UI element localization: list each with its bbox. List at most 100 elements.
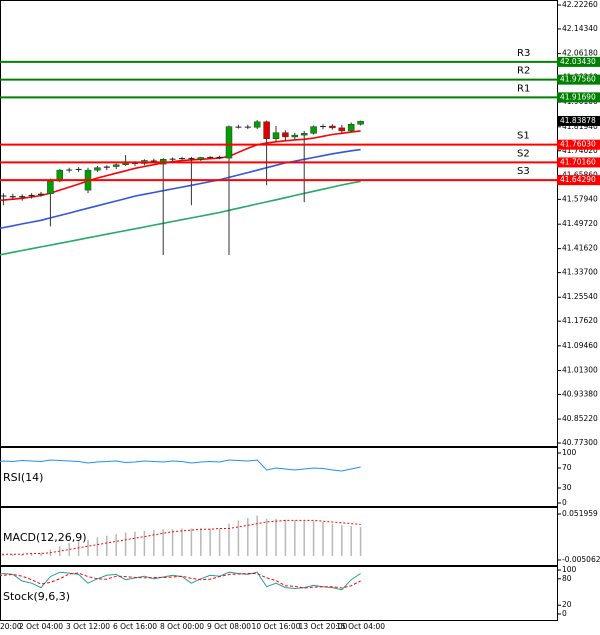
candle-body	[263, 121, 270, 139]
macd-bar	[115, 534, 117, 556]
candle-body	[272, 132, 280, 139]
x-tick-label: 2 Oct 04:00	[19, 622, 63, 631]
candle-body	[75, 168, 82, 170]
macd-bar	[256, 515, 258, 556]
macd-bar	[77, 541, 80, 556]
moving-average	[0, 180, 361, 256]
candle-body	[310, 126, 317, 134]
y-tick-label: 42.22260	[562, 0, 598, 9]
candle-body	[300, 133, 308, 136]
y-tick-label: 40.93380	[562, 389, 598, 398]
macd-bar	[341, 525, 343, 556]
panel-frame	[0, 507, 558, 566]
candle-body	[150, 160, 157, 162]
level-price: 42.03430	[560, 57, 596, 66]
panel-frame	[0, 566, 558, 621]
indicator-line	[0, 571, 361, 591]
x-tick-label: 9 Oct 08:00	[207, 622, 251, 631]
candle-body	[9, 196, 16, 198]
y-tick-label: 41.81940	[562, 122, 598, 131]
candle-body	[225, 126, 233, 159]
macd-bar	[322, 522, 324, 556]
y-tick-label: 41.57940	[562, 194, 598, 203]
level-name: R2	[517, 66, 530, 77]
candle-body	[235, 126, 242, 128]
level-price-box	[557, 74, 600, 85]
candle-body	[291, 134, 299, 138]
y-tick-label: 20	[562, 600, 572, 609]
level-price-box	[557, 157, 600, 168]
macd-bar	[275, 518, 277, 556]
candle-body	[320, 126, 326, 128]
panel-title: RSI(14)	[3, 471, 43, 484]
macd-bar	[218, 528, 221, 556]
y-tick-label: 40.85220	[562, 414, 598, 423]
level-name: R1	[517, 83, 530, 94]
level-price-box	[557, 139, 600, 150]
x-tick-label: 6 Oct 16:00	[113, 622, 157, 631]
macd-bar	[171, 529, 174, 556]
y-tick-label: 41.01300	[562, 365, 598, 374]
x-tick-label: 15 Oct 04:00	[336, 622, 385, 631]
macd-bar	[331, 523, 334, 556]
y-tick-label: 41.49720	[562, 219, 598, 228]
candle-body	[66, 169, 73, 171]
x-tick-label: 20:00	[0, 622, 22, 631]
x-tick-label: 13 Oct 20:00	[299, 622, 348, 631]
level-price: 41.76030	[560, 140, 596, 149]
y-tick-label: 41.41620	[562, 244, 598, 253]
candle-body	[38, 193, 44, 195]
macd-bar	[68, 543, 70, 556]
level-price: 41.70160	[560, 157, 596, 166]
y-tick-label: 41.65860	[562, 170, 598, 179]
level-name: S3	[517, 166, 530, 177]
macd-bar	[350, 526, 352, 556]
macd-bar	[181, 528, 183, 556]
candle-body	[338, 127, 346, 132]
level-price: 41.64290	[560, 175, 596, 184]
panel-title: Stock(9,6,3)	[3, 590, 70, 603]
macd-bar	[294, 520, 296, 556]
y-tick-label: 100	[562, 565, 577, 574]
panel-frame	[0, 0, 558, 447]
x-tick-label: 10 Oct 16:00	[252, 622, 301, 631]
level-name: S2	[517, 148, 530, 159]
y-tick-label: 41.25540	[562, 292, 598, 301]
macd-bar	[30, 553, 33, 556]
macd-bar	[190, 528, 193, 556]
x-tick-label: 8 Oct 00:00	[160, 622, 204, 631]
y-tick-label: 41.17620	[562, 316, 598, 325]
y-tick-label: 100	[562, 448, 577, 457]
macd-bar	[21, 554, 23, 556]
macd-bar	[312, 521, 315, 556]
macd-bar	[12, 554, 14, 556]
last-price-box	[557, 115, 600, 126]
y-tick-label: 70	[562, 463, 572, 472]
candle-body	[179, 158, 185, 160]
macd-signal	[0, 519, 361, 555]
candle-body	[207, 156, 214, 158]
candle-body	[357, 120, 364, 125]
macd-bar	[106, 535, 108, 556]
candle-body	[94, 167, 101, 171]
candle-body	[216, 156, 223, 159]
panel-frame	[0, 447, 558, 507]
y-tick-label: 30	[562, 483, 572, 492]
macd-bar	[359, 526, 362, 556]
macd-bar	[237, 520, 240, 556]
panel-title: MACD(12,26,9)	[3, 531, 87, 544]
level-price-box	[557, 175, 600, 186]
y-tick-label: 42.06180	[562, 49, 598, 58]
level-price-box	[557, 56, 600, 67]
y-tick-label: 80	[562, 574, 572, 583]
macd-bar	[153, 530, 155, 556]
macd-bar	[162, 529, 164, 556]
candle-body	[329, 125, 336, 129]
macd-bar	[200, 528, 202, 556]
candle-body	[0, 195, 7, 197]
y-tick-label: 41.09460	[562, 341, 598, 350]
level-price: 41.97560	[560, 75, 596, 84]
candle-body	[47, 180, 54, 194]
macd-bar	[134, 531, 136, 556]
